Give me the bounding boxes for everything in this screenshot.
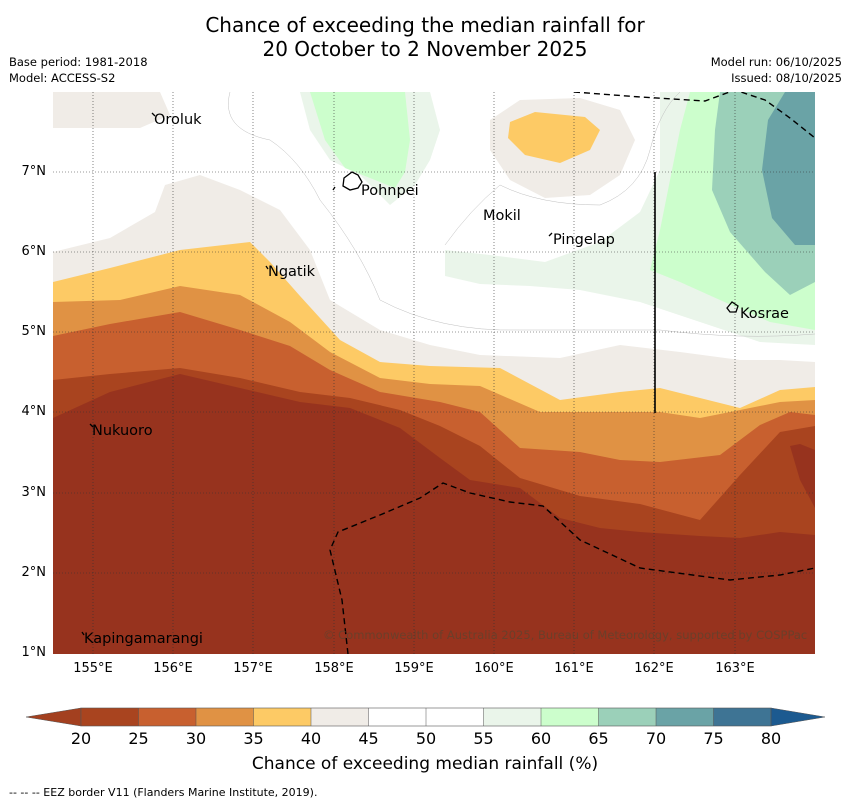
eez-border-north [573, 92, 815, 139]
lon-label-161e: 161°E [554, 661, 594, 676]
map-title: Chance of exceeding the median rainfall … [0, 13, 850, 61]
lon-label-158e: 158°E [314, 661, 354, 676]
lon-label-163e: 163°E [715, 661, 755, 676]
colorbar-over-arrow [770, 707, 826, 727]
lat-label-5n: 5°N [21, 324, 47, 339]
place-pingelap: Pingelap [553, 232, 615, 248]
contour-below-20-east [790, 444, 815, 508]
contour-35-40-mokil [508, 112, 600, 163]
contour-70-75 [762, 92, 815, 245]
island-outlines [81, 112, 739, 636]
colorbar-25-30 [138, 708, 196, 726]
title-line-2: 20 October to 2 November 2025 [262, 37, 588, 61]
issued-date: Issued: 08/10/2025 [731, 71, 842, 85]
colorbar-tick-65: 65 [588, 729, 609, 748]
colorbar-tick-75: 75 [703, 729, 724, 748]
run-info: Model run: 06/10/2025 Issued: 08/10/2025 [711, 54, 842, 86]
colorbar-tick-45: 45 [358, 729, 379, 748]
nukuoro-outline [89, 423, 94, 428]
lat-label-2n: 2°N [21, 565, 47, 580]
ngatik-outline [265, 265, 269, 270]
oroluk-outline [151, 112, 156, 117]
contour-line-50-west [228, 92, 815, 337]
colorbar-tick-70: 70 [645, 729, 667, 748]
contour-60-65 [310, 92, 410, 188]
colorbar-30-35 [196, 708, 254, 726]
lon-label-155e: 155°E [73, 661, 113, 676]
colorbar-20-25 [81, 708, 139, 726]
lat-label-1n: 1°N [21, 645, 47, 660]
contour-lines [228, 92, 815, 337]
colorbar-tick-40: 40 [300, 729, 322, 748]
place-ngatik: Ngatik [268, 264, 316, 280]
colorbar-tick-30: 30 [185, 729, 207, 748]
model-info: Base period: 1981-2018 Model: ACCESS-S2 [9, 54, 148, 86]
place-nukuoro: Nukuoro [92, 423, 153, 439]
pohnpei-outline [342, 171, 363, 191]
colorbar-tick-35: 35 [243, 729, 264, 748]
colorbar-65-70 [598, 708, 656, 726]
place-oroluk: Oroluk [154, 112, 202, 128]
lon-label-159e: 159°E [394, 661, 434, 676]
contour-below-20 [53, 374, 815, 654]
kapingamarangi-outline [81, 631, 85, 636]
colorbar-60-65 [541, 708, 599, 726]
eez-footnote: -- -- -- EEZ border V11 (Flanders Marine… [9, 786, 318, 799]
lat-label-3n: 3°N [21, 485, 47, 500]
contour-fill-layer [53, 92, 815, 654]
title-line-1: Chance of exceeding the median rainfall … [205, 13, 645, 37]
lon-label-156e: 156°E [153, 661, 193, 676]
colorbar-tick-20: 20 [70, 729, 92, 748]
colorbar-40-45 [311, 708, 369, 726]
colorbar-70-75 [656, 708, 714, 726]
eez-border-south [329, 482, 815, 654]
pingelap-outline [548, 232, 553, 237]
place-pohnpei: Pohnpei [361, 183, 419, 199]
colorbar-tick-60: 60 [530, 729, 552, 748]
colorbar-tick-25: 25 [128, 729, 149, 748]
colorbar-45-50 [368, 708, 426, 726]
lon-label-157e: 157°E [233, 661, 273, 676]
kosrae-outline [726, 301, 739, 313]
place-mokil: Mokil [483, 208, 521, 224]
colorbar-label: Chance of exceeding median rainfall (%) [251, 754, 599, 774]
model-name: Model: ACCESS-S2 [9, 71, 116, 85]
lat-label-4n: 4°N [21, 404, 47, 419]
copyright-notice: © Commonwealth of Australia 2025, Bureau… [323, 628, 808, 642]
colorbar-under-arrow [25, 707, 82, 727]
pohnpei-islet-outline [332, 186, 336, 191]
colorbar-75-80 [713, 708, 771, 726]
lat-label-7n: 7°N [21, 164, 47, 179]
colorbar-50-55 [426, 708, 484, 726]
colorbar [25, 707, 826, 727]
contour-line-50-east [444, 92, 681, 246]
colorbar-35-40 [253, 708, 311, 726]
contour-40-45-northwest [53, 92, 170, 128]
base-period: Base period: 1981-2018 [9, 55, 148, 69]
place-kapingamarangi: Kapingamarangi [84, 631, 203, 647]
model-run-date: Model run: 06/10/2025 [710, 55, 842, 69]
place-kosrae: Kosrae [740, 306, 789, 322]
colorbar-tick-50: 50 [415, 729, 437, 748]
eez-borders [329, 92, 815, 654]
graticule [53, 92, 815, 654]
colorbar-55-60 [483, 708, 541, 726]
colorbar-tick-80: 80 [760, 729, 782, 748]
lon-label-162e: 162°E [634, 661, 674, 676]
colorbar-dividers [138, 708, 714, 726]
lat-label-6n: 6°N [21, 244, 47, 259]
lon-label-160e: 160°E [474, 661, 514, 676]
colorbar-tick-55: 55 [473, 729, 494, 748]
